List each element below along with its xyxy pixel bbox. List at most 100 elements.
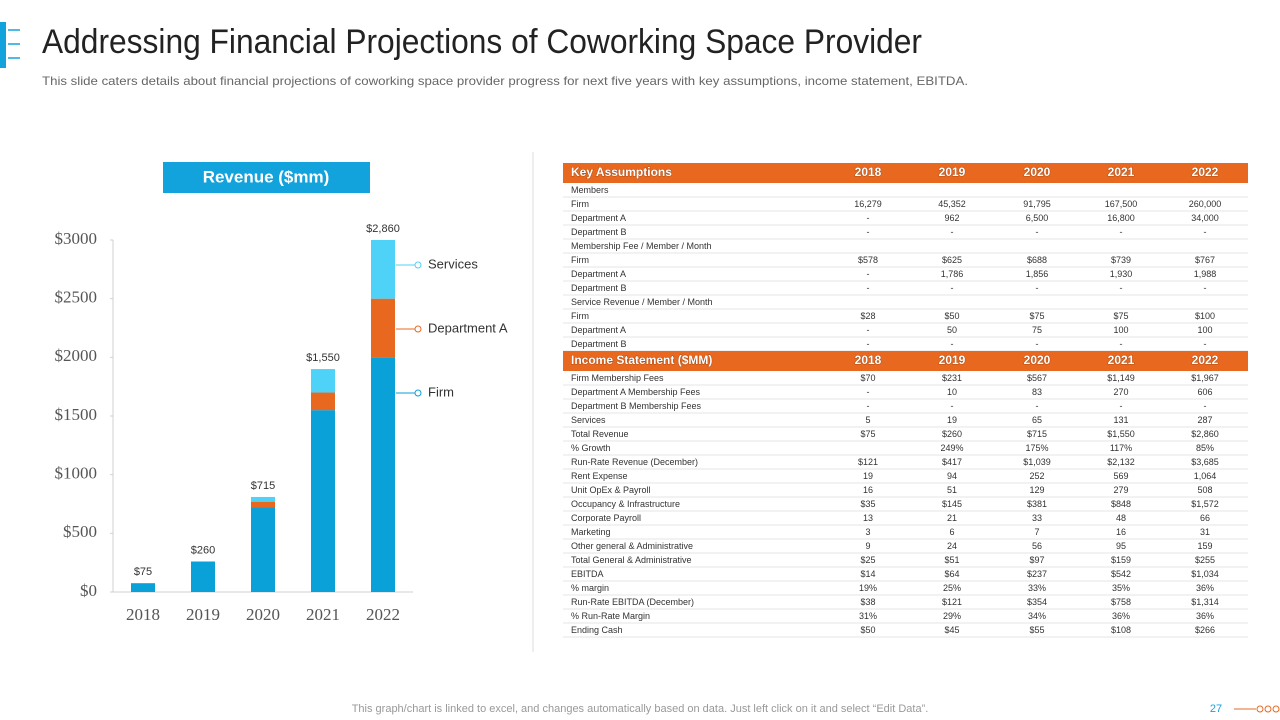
table-cell: 66 (1200, 513, 1210, 523)
table-cell: $108 (1111, 625, 1131, 635)
x-tick-label: 2018 (126, 605, 160, 624)
table-cell: $35 (860, 499, 875, 509)
table-cell: 56 (1032, 541, 1042, 551)
table-cell: $64 (944, 569, 959, 579)
table-cell: $1,039 (1023, 457, 1051, 467)
table-cell: $231 (942, 373, 962, 383)
y-tick-label: $3000 (55, 229, 98, 248)
table-cell: - (1120, 283, 1123, 293)
x-tick-label: 2021 (306, 605, 340, 624)
table-cell: $2,860 (1191, 429, 1219, 439)
table-cell: - (1204, 339, 1207, 349)
table-cell: Firm (571, 199, 589, 209)
table-cell: $567 (1027, 373, 1047, 383)
table-cell: $159 (1111, 555, 1131, 565)
table-cell: - (867, 401, 870, 411)
table-cell: 36% (1196, 583, 1214, 593)
table-cell: $45 (944, 625, 959, 635)
x-tick-label: 2019 (186, 605, 220, 624)
table-cell: 260,000 (1189, 199, 1222, 209)
table-cell: $688 (1027, 255, 1047, 265)
legend-label: Services (428, 256, 478, 271)
table-cell: 91,795 (1023, 199, 1051, 209)
table-cell: 1,064 (1194, 471, 1217, 481)
table-header-cell: 2022 (1192, 165, 1219, 179)
table-cell: % Growth (571, 443, 611, 453)
table-cell: 19 (863, 471, 873, 481)
table-cell: 85% (1196, 443, 1214, 453)
footer-deco (1256, 705, 1264, 713)
table-cell: 25% (943, 583, 961, 593)
table-cell: $121 (858, 457, 878, 467)
bar-segment (131, 583, 155, 592)
table-cell: - (1036, 227, 1039, 237)
y-tick-label: $0 (80, 581, 97, 600)
table-cell: $1,967 (1191, 373, 1219, 383)
table-cell: - (951, 339, 954, 349)
table-cell: 13 (863, 513, 873, 523)
table-cell: $381 (1027, 499, 1047, 509)
table-cell: Other general & Administrative (571, 541, 693, 551)
y-tick-label: $2000 (55, 346, 98, 365)
table-cell: $121 (942, 597, 962, 607)
table-cell: 606 (1197, 387, 1212, 397)
table-cell: $100 (1195, 311, 1215, 321)
table-cell: 159 (1197, 541, 1212, 551)
table-cell: - (1204, 283, 1207, 293)
table-cell: Department B (571, 283, 627, 293)
table-cell: 83 (1032, 387, 1042, 397)
table-cell: 131 (1113, 415, 1128, 425)
table-cell: - (867, 387, 870, 397)
table-cell: 569 (1113, 471, 1128, 481)
table-header-bg (563, 163, 1248, 183)
table-cell: $38 (860, 597, 875, 607)
table-cell: Department B (571, 227, 627, 237)
legend-marker (414, 389, 422, 397)
table-header-cell: 2020 (1024, 165, 1051, 179)
table-cell: 100 (1197, 325, 1212, 335)
footer-deco (1272, 705, 1280, 713)
table-cell: Firm Membership Fees (571, 373, 664, 383)
table-cell: 167,500 (1105, 199, 1138, 209)
total-label: $260 (191, 544, 215, 556)
table-cell: $14 (860, 569, 875, 579)
table-cell: 24 (947, 541, 957, 551)
table-cell: $255 (1195, 555, 1215, 565)
table-cell: - (867, 339, 870, 349)
table-cell: $1,550 (1107, 429, 1135, 439)
table-cell: 279 (1113, 485, 1128, 495)
x-tick-label: 2022 (366, 605, 400, 624)
table-cell: 16 (1116, 527, 1126, 537)
table-cell: - (951, 227, 954, 237)
table-cell: - (1120, 401, 1123, 411)
table-cell: $266 (1195, 625, 1215, 635)
table-cell: $50 (860, 625, 875, 635)
bar-segment (191, 561, 215, 592)
table-cell: 5 (865, 415, 870, 425)
table-cell: 175% (1025, 443, 1048, 453)
table-cell: Corporate Payroll (571, 513, 641, 523)
table-cell: - (867, 227, 870, 237)
table-cell: - (1036, 283, 1039, 293)
table-cell: 19% (859, 583, 877, 593)
table-cell: 16,800 (1107, 213, 1135, 223)
table-cell: $28 (860, 311, 875, 321)
table-cell: Run-Rate Revenue (December) (571, 457, 698, 467)
legend-marker (414, 325, 422, 333)
table-cell: Ending Cash (571, 625, 623, 635)
table-cell: 16 (863, 485, 873, 495)
table-cell: 65 (1032, 415, 1042, 425)
table-cell: 16,279 (854, 199, 882, 209)
total-label: $75 (134, 566, 152, 578)
table-header-cell: Income Statement ($MM) (571, 353, 712, 367)
y-tick-label: $500 (63, 522, 97, 541)
table-cell: - (951, 401, 954, 411)
table-cell: $97 (1029, 555, 1044, 565)
bar-segment (311, 392, 335, 411)
table-cell: Members (571, 185, 609, 195)
table-cell: - (1204, 227, 1207, 237)
table-cell: $354 (1027, 597, 1047, 607)
table-cell: 10 (947, 387, 957, 397)
table-cell: $767 (1195, 255, 1215, 265)
bar-segment (371, 357, 395, 592)
